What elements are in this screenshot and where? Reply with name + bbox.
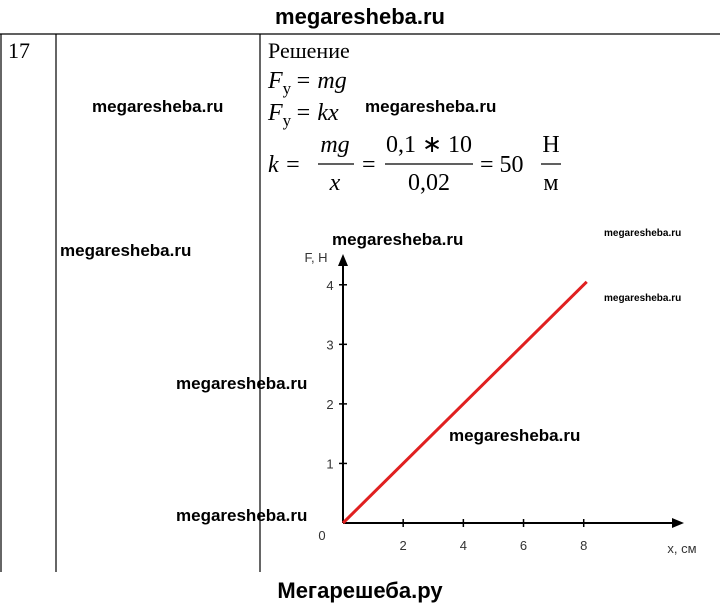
y-tick-label: 2 [326, 397, 333, 412]
watermark: megaresheba.ru [60, 241, 191, 260]
x-tick-label: 4 [460, 538, 467, 553]
numerator: mg [320, 132, 349, 158]
y-tick-label: 4 [326, 278, 333, 293]
footer: Мегарешеба.ру [277, 578, 443, 603]
rhs: = kx [295, 100, 339, 126]
symbol: F [267, 100, 283, 126]
subscript: у [283, 79, 292, 98]
unit-denominator: м [543, 170, 558, 196]
equation: k = mg x = 0,1 ∗ 10 0,02 = 50 Н м [268, 132, 561, 196]
lhs: k = [268, 152, 301, 178]
equals: = [362, 152, 376, 178]
equation: Fу = mg [267, 68, 347, 98]
x-tick-label: 8 [580, 538, 587, 553]
x-tick-label: 2 [400, 538, 407, 553]
rhs: = mg [295, 68, 347, 94]
table-grid [0, 33, 720, 572]
origin-label: 0 [318, 528, 325, 543]
unit-numerator: Н [542, 132, 559, 158]
symbol: F [267, 68, 283, 94]
x-axis-arrow [672, 518, 684, 528]
task-number: 17 [8, 38, 30, 63]
subscript: у [283, 111, 292, 130]
x-axis-label: x, см [667, 541, 696, 556]
numerator: 0,1 ∗ 10 [386, 132, 472, 158]
y-axis-arrow [338, 254, 348, 266]
watermark: megaresheba.ru [365, 97, 496, 116]
data-line [341, 280, 588, 525]
equation: Fу = kx [267, 100, 339, 130]
chart: F, Н x, см 0 2 4 6 8 1 2 3 4 [304, 250, 696, 556]
x-tick-label: 6 [520, 538, 527, 553]
denominator: 0,02 [408, 170, 450, 196]
watermark: megaresheba.ru [604, 228, 681, 239]
y-tick-label: 3 [326, 337, 333, 352]
watermark: megaresheba.ru [92, 97, 223, 116]
result: = 50 [480, 152, 524, 178]
watermark: megaresheba.ru [176, 506, 307, 525]
header-title: megaresheba.ru [275, 4, 445, 29]
watermark: megaresheba.ru [604, 293, 681, 304]
watermark: megaresheba.ru [176, 374, 307, 393]
solution-heading: Решение [268, 38, 350, 63]
y-tick-label: 1 [326, 456, 333, 471]
denominator: x [329, 170, 341, 196]
watermark: megaresheba.ru [449, 426, 580, 445]
watermark: megaresheba.ru [332, 230, 463, 249]
y-axis-label: F, Н [304, 250, 327, 265]
